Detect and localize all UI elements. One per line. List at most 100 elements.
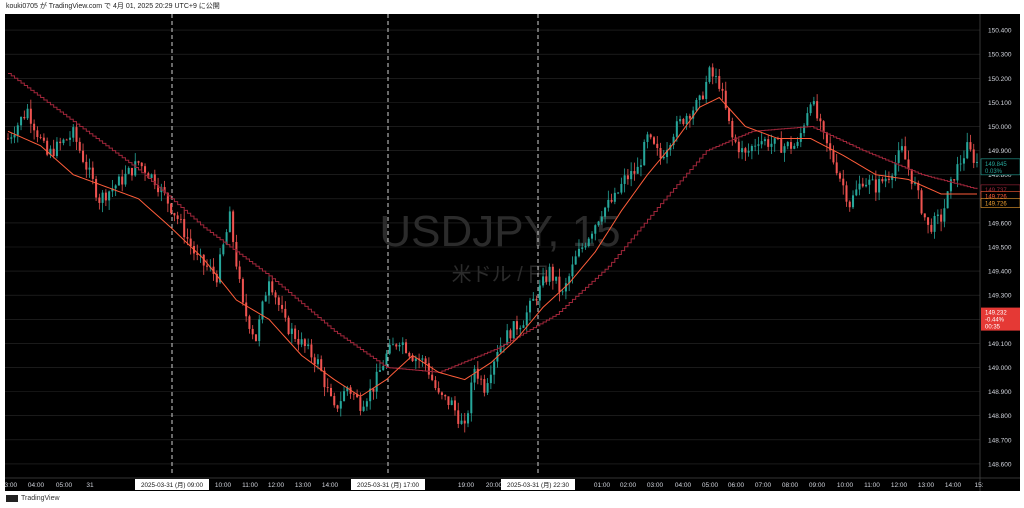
candle-down xyxy=(835,162,838,174)
candle-down xyxy=(682,119,685,125)
x-axis-tick-label: 07:00 xyxy=(755,482,772,489)
candle-up xyxy=(636,166,639,174)
tradingview-logo[interactable]: TradingView xyxy=(6,495,60,502)
y-axis-tick-label: 150.400 xyxy=(988,28,1012,35)
x-axis-tick-label: 11:00 xyxy=(864,482,880,489)
x-axis-tick-label: 09:00 xyxy=(809,482,826,489)
candle-up xyxy=(643,141,646,166)
candle-down xyxy=(790,142,793,149)
candle-down xyxy=(447,396,450,406)
session-date-box xyxy=(351,479,425,490)
x-axis-tick-label: 14:00 xyxy=(945,482,962,489)
price-label-current: -0.44% xyxy=(985,318,1005,324)
candle-down xyxy=(649,134,652,138)
candle-up xyxy=(261,301,264,320)
candle-down xyxy=(241,279,244,303)
candle-down xyxy=(303,339,306,347)
candle-down xyxy=(874,179,877,193)
candle-down xyxy=(176,215,179,219)
x-axis-tick-label: 05:00 xyxy=(702,482,719,489)
candle-down xyxy=(140,162,143,167)
candle-up xyxy=(956,164,959,181)
candle-up xyxy=(564,283,567,292)
y-axis-tick-label: 150.000 xyxy=(988,124,1012,131)
candle-down xyxy=(558,276,561,292)
candle-down xyxy=(281,304,284,309)
candle-down xyxy=(59,141,62,144)
x-axis-tick-label: 20:00 xyxy=(486,482,503,489)
candle-up xyxy=(806,113,809,126)
candle-down xyxy=(721,88,724,91)
candle-up xyxy=(522,325,525,328)
candle-up xyxy=(962,158,965,164)
session-date-label: 2025-03-31 (月) 17:00 xyxy=(357,481,419,489)
candle-up xyxy=(966,142,969,159)
candle-up xyxy=(763,139,766,142)
candle-down xyxy=(731,120,734,138)
candle-up xyxy=(506,330,509,346)
candle-up xyxy=(858,183,861,190)
candle-up xyxy=(594,225,597,234)
candle-down xyxy=(881,179,884,182)
candle-down xyxy=(907,159,910,170)
session-date-label: 2025-03-31 (月) 09:00 xyxy=(141,481,203,489)
candle-down xyxy=(483,379,486,393)
x-axis-tick-label: 05:00 xyxy=(56,482,73,489)
candle-up xyxy=(754,145,757,147)
candle-down xyxy=(887,178,890,180)
candle-down xyxy=(969,142,972,150)
candle-down xyxy=(98,197,101,203)
candle-up xyxy=(49,148,52,155)
candle-down xyxy=(728,108,731,121)
y-axis-tick-label: 150.200 xyxy=(988,76,1012,83)
candle-up xyxy=(584,246,587,248)
candle-up xyxy=(375,371,378,392)
candle-up xyxy=(391,344,395,346)
y-axis-tick-label: 149.800 xyxy=(988,172,1012,179)
candle-up xyxy=(571,264,574,277)
y-axis-tick-label: 149.000 xyxy=(988,365,1012,372)
candle-down xyxy=(271,281,274,293)
x-axis-tick-label: 08:00 xyxy=(782,482,799,489)
candle-up xyxy=(486,383,489,393)
candle-down xyxy=(320,359,323,371)
candle-up xyxy=(55,141,58,157)
y-axis-tick-label: 149.500 xyxy=(988,245,1012,252)
candle-down xyxy=(144,166,147,174)
candle-down xyxy=(333,396,336,406)
y-axis-tick-label: 149.300 xyxy=(988,293,1012,300)
x-axis-tick-label: 11:00 xyxy=(242,482,258,489)
candle-down xyxy=(829,143,832,151)
candle-down xyxy=(440,392,443,395)
candlestick-chart[interactable]: USDJPY, 15 米ドル / 円 150.400 150.300 150.200 1… xyxy=(1,14,1021,491)
candle-down xyxy=(737,141,740,153)
candle-up xyxy=(134,161,137,176)
candle-down xyxy=(284,308,287,318)
candle-up xyxy=(597,221,600,226)
candle-down xyxy=(65,139,68,141)
candle-down xyxy=(329,387,333,397)
x-axis-tick-label: 13:00 xyxy=(918,482,935,489)
chart-area[interactable]: USDJPY, 15 米ドル / 円 150.400 150.300 150.200 1… xyxy=(1,14,1021,491)
y-axis-tick-label: 148.600 xyxy=(988,461,1012,468)
candle-up xyxy=(365,401,368,407)
candle-up xyxy=(675,121,678,137)
candle-down xyxy=(323,370,326,388)
candle-up xyxy=(884,178,887,182)
candle-up xyxy=(773,138,776,144)
candle-up xyxy=(705,81,708,99)
candle-up xyxy=(316,359,319,365)
y-axis-tick-label: 149.600 xyxy=(988,220,1012,227)
candle-down xyxy=(95,178,98,198)
candle-up xyxy=(225,232,228,245)
candle-up xyxy=(219,254,222,283)
candle-up xyxy=(378,370,381,372)
candle-down xyxy=(297,338,300,345)
candle-up xyxy=(809,104,812,114)
candle-down xyxy=(196,253,199,255)
candle-down xyxy=(434,380,437,389)
candle-down xyxy=(153,174,156,186)
candle-up xyxy=(891,175,894,180)
candle-up xyxy=(382,366,385,371)
candle-up xyxy=(757,144,760,146)
